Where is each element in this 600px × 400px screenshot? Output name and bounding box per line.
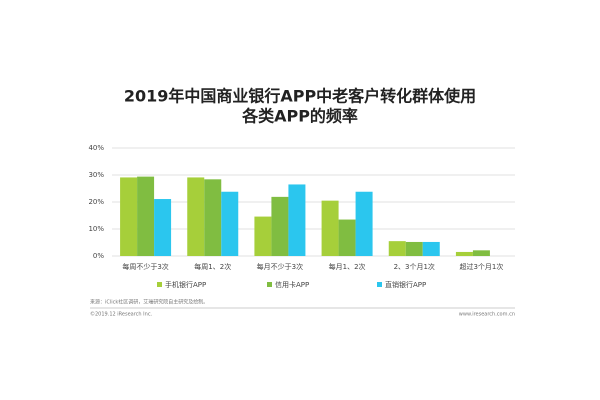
bar: [355, 191, 373, 256]
bar: [338, 219, 356, 256]
bar: [137, 176, 155, 256]
bar: [288, 184, 306, 256]
website: www.iresearch.com.cn: [459, 312, 515, 318]
bar: [120, 177, 138, 256]
bar: [221, 191, 239, 256]
x-tick-label: 每周1、2次: [194, 262, 231, 271]
legend-label: 直销银行APP: [385, 280, 426, 289]
y-tick-label: 30%: [88, 171, 104, 179]
bar: [187, 177, 205, 256]
y-tick-label: 10%: [88, 225, 104, 233]
y-tick-label: 40%: [88, 144, 104, 152]
bar: [388, 241, 406, 256]
x-tick-label: 超过3个月1次: [459, 262, 503, 271]
bar: [422, 241, 440, 256]
bar: [254, 216, 272, 256]
chart-title: 2019年中国商业银行APP中老客户转化群体使用: [124, 87, 476, 106]
legend-swatch: [157, 282, 162, 287]
y-tick-label: 0%: [93, 252, 104, 260]
legend-label: 手机银行APP: [165, 280, 206, 289]
bar: [455, 251, 473, 256]
x-tick-label: 2、3个月1次: [394, 262, 435, 271]
legend-label: 信用卡APP: [275, 280, 309, 289]
x-tick-label: 每月1、2次: [329, 262, 366, 271]
copyright: ©2019.12 iResearch Inc.: [90, 311, 153, 318]
x-tick-label: 每周不少于3次: [122, 262, 168, 271]
x-tick-label: 每月不少于3次: [257, 262, 303, 271]
bar: [405, 241, 423, 256]
bar: [271, 196, 289, 256]
y-tick-label: 20%: [88, 198, 104, 206]
legend-swatch: [267, 282, 272, 287]
bar: [321, 200, 339, 256]
bar: [472, 250, 490, 256]
source-note: 来源：iClick社区调研，艾瑞研究院自主研究及绘制。: [90, 299, 208, 306]
bar: [154, 199, 172, 256]
bar: [204, 179, 222, 256]
chart-title: 各类APP的频率: [241, 107, 358, 126]
legend-swatch: [377, 282, 382, 287]
